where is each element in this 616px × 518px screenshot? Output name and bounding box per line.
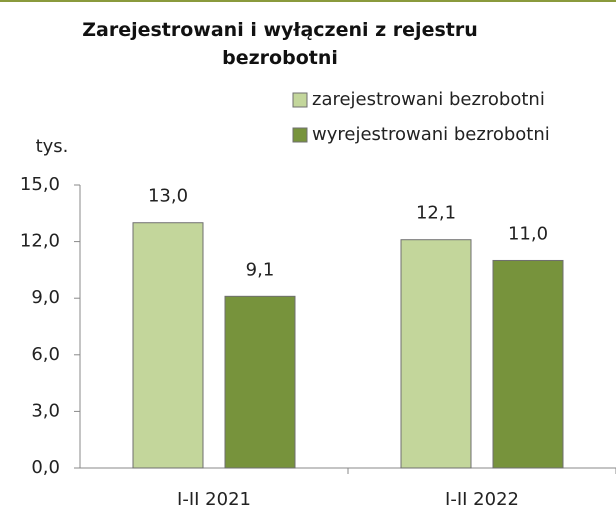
chart-title: Zarejestrowani i wyłączeni z rejestru be… bbox=[82, 19, 478, 69]
y-tick-label: 3,0 bbox=[31, 400, 60, 421]
y-tick-label: 15,0 bbox=[20, 174, 60, 195]
y-tick-label: 6,0 bbox=[31, 344, 60, 365]
bar bbox=[132, 222, 204, 469]
x-tick-label: I-II 2021 bbox=[177, 489, 251, 510]
data-label: 11,0 bbox=[508, 223, 548, 244]
y-tick-label: 0,0 bbox=[31, 457, 60, 478]
data-label: 9,1 bbox=[246, 259, 275, 280]
legend-label: wyrejestrowani bezrobotni bbox=[312, 124, 550, 145]
bar bbox=[492, 259, 564, 469]
legend-swatch bbox=[292, 92, 308, 108]
legend-label: zarejestrowani bezrobotni bbox=[312, 89, 545, 110]
x-tick-label: I-II 2022 bbox=[445, 489, 519, 510]
data-label: 12,1 bbox=[416, 203, 456, 224]
y-tick-label: 9,0 bbox=[31, 287, 60, 308]
data-label: 13,0 bbox=[148, 186, 188, 207]
y-axis-label: tys. bbox=[36, 136, 69, 157]
y-tick-label: 12,0 bbox=[20, 231, 60, 252]
bar bbox=[224, 295, 296, 469]
legend-swatch bbox=[292, 127, 308, 143]
bar bbox=[400, 239, 472, 469]
